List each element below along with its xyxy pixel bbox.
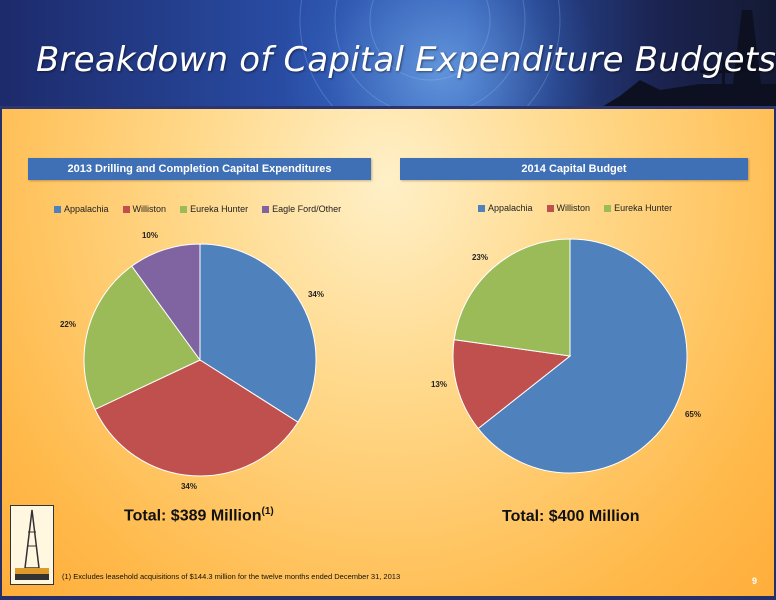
- pie-data-label: 65%: [685, 410, 701, 419]
- page-title: Breakdown of Capital Expenditure Budgets: [36, 40, 776, 80]
- legend-swatch: [604, 204, 612, 212]
- chart1-legend: Appalachia Williston Eureka Hunter Eagle Fo…: [54, 204, 355, 214]
- pie-data-label: 22%: [60, 320, 76, 329]
- legend-item: Appalachia: [478, 203, 533, 213]
- chart1-total-label: Total: $389 Million: [124, 507, 262, 525]
- chart1-title: 2013 Drilling and Completion Capital Exp…: [28, 158, 371, 180]
- legend-label: Eureka Hunter: [190, 204, 249, 214]
- oil-derrick-logo-icon: [15, 509, 49, 580]
- chart1-total: Total: $389 Million(1): [124, 506, 274, 525]
- pie-slice-eureka-hunter: [83, 265, 201, 411]
- legend-label: Appalachia: [64, 204, 109, 214]
- pie-slice-eureka-hunter: [453, 238, 571, 357]
- legend-item: Williston: [546, 203, 591, 213]
- header-glow: [260, 0, 620, 108]
- legend-item: Eureka Hunter: [604, 203, 672, 213]
- slide-frame: [0, 108, 776, 600]
- legend-label: Eureka Hunter: [614, 203, 673, 213]
- legend-label: Eagle Ford/Other: [272, 204, 342, 214]
- pie-slice-eagle-ford-other: [131, 243, 201, 362]
- header-decoration: [299, 0, 776, 108]
- pie-data-label: 34%: [308, 290, 324, 299]
- footnote: (1) Excludes leasehold acquisitions of $…: [62, 572, 401, 581]
- header-banner: Breakdown of Capital Expenditure Budgets: [0, 0, 776, 108]
- legend-item: Appalachia: [54, 204, 109, 214]
- company-logo: [10, 505, 54, 585]
- pie-data-label: 13%: [431, 380, 447, 389]
- pie-slice-appalachia: [477, 238, 688, 474]
- legend-item: Eagle Ford/Other: [262, 204, 341, 214]
- chart2-title: 2014 Capital Budget: [400, 158, 748, 180]
- legend-swatch: [546, 204, 554, 212]
- derrick-silhouettes: [600, 10, 776, 108]
- pie-slice-appalachia: [199, 243, 317, 423]
- pie-data-label: 23%: [472, 253, 488, 262]
- chart1-total-footnote-ref: (1): [261, 506, 274, 517]
- pie-data-label: 34%: [181, 482, 197, 491]
- pie-slice-williston: [452, 339, 572, 430]
- legend-label: Williston: [132, 204, 167, 214]
- header-divider: [0, 106, 776, 109]
- page-number: 9: [752, 576, 758, 586]
- chart2-legend: Appalachia Williston Eureka Hunter: [478, 203, 686, 213]
- legend-label: Appalachia: [488, 203, 533, 213]
- legend-swatch: [54, 205, 61, 213]
- legend-swatch: [262, 205, 270, 213]
- legend-swatch: [122, 205, 130, 213]
- pie-slice-williston: [94, 359, 299, 477]
- legend-swatch: [478, 204, 485, 212]
- pie-data-label: 10%: [142, 231, 158, 240]
- legend-label: Williston: [556, 203, 591, 213]
- legend-swatch: [180, 205, 188, 213]
- chart2-total: Total: $400 Million: [502, 508, 640, 525]
- legend-item: Williston: [122, 204, 167, 214]
- legend-item: Eureka Hunter: [180, 204, 248, 214]
